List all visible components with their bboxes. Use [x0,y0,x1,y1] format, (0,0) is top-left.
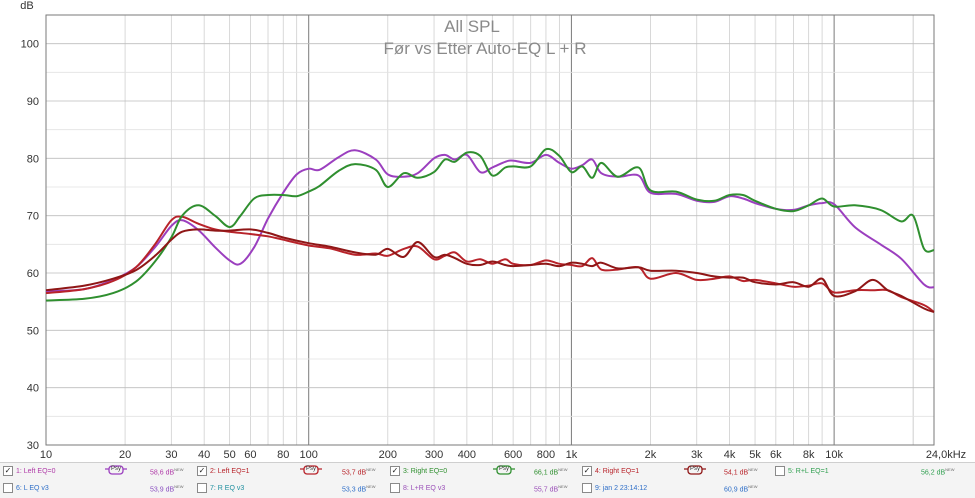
series-line-2 [45,215,935,313]
y-tick-label: 30 [27,440,39,452]
legend-spl-1: 58,6 dBNEW [150,467,184,477]
legend-label-2: 2: Left EQ=1 [210,467,250,475]
legend-checkbox-2[interactable]: ✓ [197,466,207,476]
legend-row-2: 6: L EQ v3 53,9 dBNEW 7: R EQ v3 53,3 dB… [0,481,975,497]
legend-label-3: 3: Right EQ=0 [403,467,448,475]
x-tick-label: 10k [825,449,843,461]
legend-entry-3[interactable]: ✓ 3: Right EQ=0 [390,466,447,476]
y-tick-label: 90 [27,96,39,108]
y-tick-label: 60 [27,268,39,280]
axes [45,14,935,446]
legend-entry-5[interactable]: 5: R+L EQ=1 [775,466,829,476]
chart-title: All SPL [444,17,500,36]
legend-bar: ✓ 1: Left EQ=0 Psy 58,6 dBNEW ✓ 2: Left EQ… [0,462,975,498]
legend-entry-8[interactable]: 8: L+R EQ v3 [390,483,445,493]
legend-checkbox-4[interactable]: ✓ [582,466,592,476]
legend-label-4: 4: Right EQ=1 [595,467,640,475]
x-tick-label: 10 [40,449,52,461]
legend-row-1: ✓ 1: Left EQ=0 Psy 58,6 dBNEW ✓ 2: Left EQ… [0,464,975,480]
x-tick-label: 80 [277,449,289,461]
psy-icon-3[interactable]: Psy [493,465,515,475]
x-tick-label: 1k [566,449,578,461]
x-tick-label: 800 [537,449,555,461]
legend-checkbox-9[interactable] [582,483,592,493]
legend-label-9: 9: jan 2 23:14:12 [595,484,648,492]
x-tick-label: 6k [770,449,782,461]
x-tick-label: 100 [300,449,318,461]
legend-checkbox-6[interactable] [3,483,13,493]
y-tick-label: 70 [27,211,39,223]
y-tick-labels: 30 40 50 60 70 80 90 100 [21,39,39,452]
legend-spl-5: 56,2 dBNEW [921,467,955,477]
legend-label-5: 5: R+L EQ=1 [788,467,829,475]
legend-label-6: 6: L EQ v3 [16,484,49,492]
legend-entry-1[interactable]: ✓ 1: Left EQ=0 [3,466,56,476]
x-tick-label: 300 [425,449,443,461]
y-axis-label: dB [20,0,33,12]
legend-spl-3: 66,1 dBNEW [534,467,568,477]
spl-chart: All SPL Før vs Etter Auto-EQ L + R 10 20 3… [0,0,975,462]
x-tick-labels: 10 20 30 40 50 60 80 100 200 300 400 600 800 1k 2k 3k 4k… [40,449,966,461]
series-line-3 [45,147,935,302]
legend-spl-9: 60,9 dBNEW [724,484,758,494]
legend-label-1: 1: Left EQ=0 [16,467,56,475]
legend-entry-9[interactable]: 9: jan 2 23:14:12 [582,483,647,493]
legend-entry-6[interactable]: 6: L EQ v3 [3,483,49,493]
psy-icon-1[interactable]: Psy [105,465,127,475]
x-tick-label: 50 [223,449,235,461]
x-tick-label: 60 [244,449,256,461]
legend-entry-4[interactable]: ✓ 4: Right EQ=1 [582,466,639,476]
legend-checkbox-7[interactable] [197,483,207,493]
y-tick-label: 100 [21,39,39,51]
x-tick-label: 3k [691,449,703,461]
legend-entry-2[interactable]: ✓ 2: Left EQ=1 [197,466,250,476]
psy-icon-4[interactable]: Psy [684,465,706,475]
psy-icon-2[interactable]: Psy [300,465,322,475]
series-line-4 [45,228,935,313]
legend-checkbox-5[interactable] [775,466,785,476]
legend-spl-6: 53,9 dBNEW [150,484,184,494]
legend-checkbox-1[interactable]: ✓ [3,466,13,476]
legend-spl-8: 55,7 dBNEW [534,484,568,494]
x-tick-label: 40 [198,449,210,461]
legend-spl-4: 54,1 dBNEW [724,467,758,477]
x-tick-label: 8k [803,449,815,461]
legend-checkbox-3[interactable]: ✓ [390,466,400,476]
chart-subtitle: Før vs Etter Auto-EQ L + R [384,39,587,58]
legend-checkbox-8[interactable] [390,483,400,493]
y-tick-label: 40 [27,383,39,395]
chart-background [0,0,975,462]
x-tick-label: 24,0kHz [926,449,966,461]
x-tick-label: 30 [165,449,177,461]
y-tick-label: 50 [27,325,39,337]
x-tick-label: 20 [119,449,131,461]
plot-frame [45,14,935,446]
legend-label-8: 8: L+R EQ v3 [403,484,446,492]
legend-label-7: 7: R EQ v3 [210,484,245,492]
x-tick-label: 5k [749,449,761,461]
x-tick-label: 4k [724,449,736,461]
series-layer [45,147,935,313]
x-tick-label: 2k [645,449,657,461]
legend-entry-7[interactable]: 7: R EQ v3 [197,483,244,493]
x-tick-label: 200 [379,449,397,461]
y-tick-label: 80 [27,153,39,165]
x-tick-label: 600 [504,449,522,461]
x-tick-label: 400 [458,449,476,461]
legend-spl-7: 53,3 dBNEW [342,484,376,494]
legend-spl-2: 53,7 dBNEW [342,467,376,477]
